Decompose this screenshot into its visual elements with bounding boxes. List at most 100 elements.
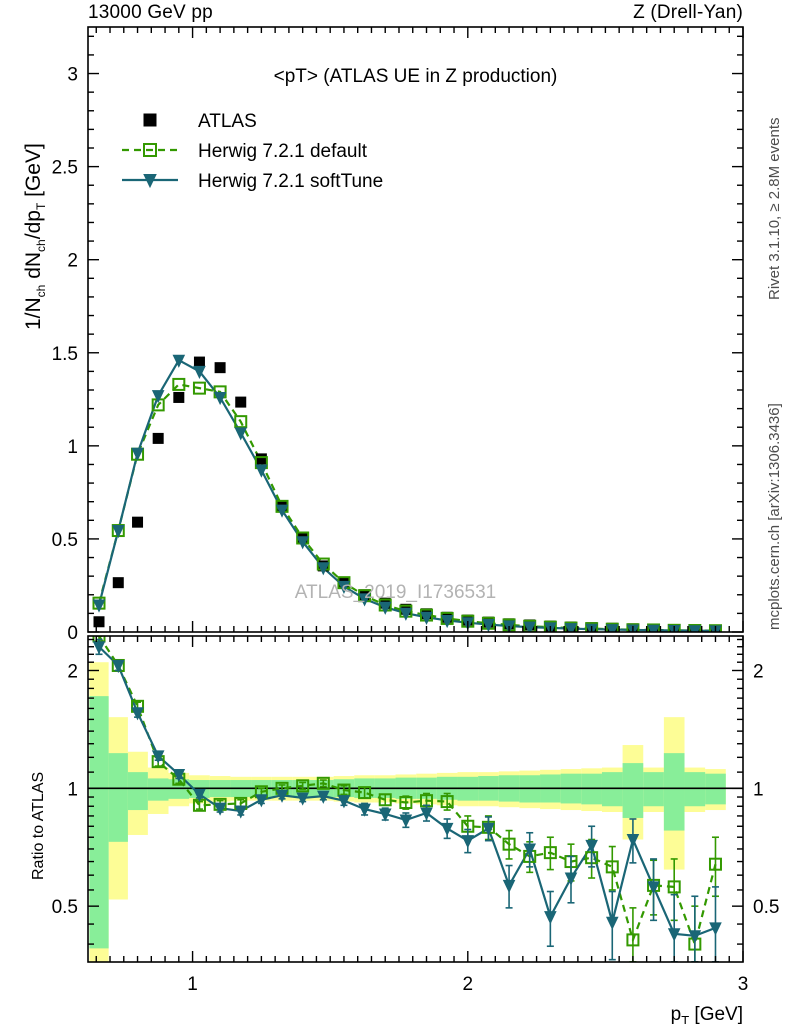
main-marker-herwig-7-2-1-softtune [440, 614, 454, 629]
main-marker-herwig-7-2-1-default [564, 621, 578, 632]
ratio-marker-herwig-7-2-1-softtune [378, 808, 392, 822]
main-marker-herwig-7-2-1-softtune [523, 621, 537, 632]
band-inner-segment [643, 772, 664, 807]
band-inner-segment [622, 763, 644, 818]
ratio-marker-herwig-7-2-1-softtune [585, 839, 598, 854]
band-inner-segment [147, 778, 169, 801]
main-marker-herwig-7-2-1-softtune [482, 619, 495, 632]
main-marker-herwig-7-2-1-softtune [172, 354, 186, 368]
ratio-marker-herwig-7-2-1-default [316, 776, 330, 790]
main-y-tick-label: 1 [67, 437, 78, 458]
ratio-marker-herwig-7-2-1-default [440, 795, 454, 809]
ratio-marker-herwig-7-2-1-softtune [296, 792, 309, 806]
legend-label-0: ATLAS [198, 111, 257, 132]
x-axis-label: pT [GeV] [671, 1004, 743, 1024]
main-marker-atlas [132, 516, 144, 528]
ratio-marker-herwig-7-2-1-softtune [213, 802, 227, 816]
main-marker-atlas [93, 616, 105, 628]
ratio-marker-herwig-7-2-1-default [378, 793, 392, 807]
main-marker-herwig-7-2-1-softtune [605, 624, 619, 632]
ratio-marker-herwig-7-2-1-softtune [420, 807, 433, 821]
legend-label-2: Herwig 7.2.1 softTune [198, 171, 383, 192]
ratio-marker-herwig-7-2-1-softtune [358, 803, 371, 817]
ratio-marker-herwig-7-2-1-softtune [172, 768, 186, 783]
x-axis-label-sub: T [681, 1013, 689, 1024]
main-marker-herwig-7-2-1-softtune [92, 599, 106, 613]
main-marker-herwig-7-2-1-softtune [213, 391, 227, 406]
ratio-y-tick-label-right: 2 [753, 661, 764, 682]
ratio-marker-herwig-7-2-1-softtune [667, 928, 681, 942]
legend-marker-1 [143, 143, 157, 157]
ratio-marker-herwig-7-2-1-softtune [399, 814, 413, 828]
ratio-marker-herwig-7-2-1-softtune [111, 659, 125, 674]
main-marker-atlas [112, 577, 124, 589]
main-marker-herwig-7-2-1-default [605, 622, 619, 632]
ratio-marker-herwig-7-2-1-softtune [275, 789, 289, 803]
main-marker-herwig-7-2-1-softtune [296, 536, 309, 550]
header-beam-label: 13000 GeV pp [88, 2, 213, 23]
main-marker-atlas [255, 453, 267, 465]
header-process-label: Z (Drell-Yan) [633, 2, 743, 23]
ratio-marker-herwig-7-2-1-default [543, 846, 557, 860]
ratio-marker-herwig-7-2-1-default [296, 779, 310, 793]
ratio-y-tick-label-left: 2 [67, 661, 78, 682]
ratio-marker-herwig-7-2-1-default [502, 837, 516, 851]
main-y-tick-label: 0 [67, 623, 78, 644]
x-tick-label: 1 [187, 974, 198, 995]
main-marker-herwig-7-2-1-softtune [317, 562, 330, 576]
ratio-marker-herwig-7-2-1-softtune [564, 872, 578, 886]
ratio-marker-herwig-7-2-1-softtune [255, 794, 268, 808]
main-marker-herwig-7-2-1-softtune [255, 464, 268, 478]
main-y-tick-label: 1.5 [52, 344, 78, 365]
ratio-marker-herwig-7-2-1-default [626, 933, 640, 947]
legend-marker-0 [143, 113, 157, 127]
band-inner-segment [684, 772, 706, 807]
main-marker-atlas [235, 396, 247, 408]
main-marker-herwig-7-2-1-softtune [193, 365, 206, 380]
ratio-marker-herwig-7-2-1-softtune [92, 641, 106, 655]
ratio-marker-herwig-7-2-1-softtune [193, 788, 206, 803]
legend-marker-2 [143, 174, 157, 189]
ratio-marker-herwig-7-2-1-softtune [317, 790, 330, 804]
ratio-y-tick-label-left: 0.5 [52, 897, 78, 918]
band-inner-segment [89, 696, 109, 949]
ratio-marker-herwig-7-2-1-default [358, 786, 372, 800]
ratio-y-tick-label-left: 1 [67, 779, 78, 800]
ratio-marker-herwig-7-2-1-softtune [234, 805, 248, 819]
ratio-marker-herwig-7-2-1-default [399, 796, 413, 810]
ratio-marker-herwig-7-2-1-softtune [337, 795, 351, 809]
main-marker-herwig-7-2-1-softtune [420, 611, 433, 625]
ratio-marker-herwig-7-2-1-softtune [523, 843, 537, 857]
main-marker-herwig-7-2-1-softtune [378, 601, 392, 615]
main-marker-herwig-7-2-1-softtune [399, 607, 413, 621]
main-marker-herwig-7-2-1-softtune [234, 427, 248, 441]
x-tick-label: 3 [738, 974, 749, 995]
band-inner-segment [663, 753, 685, 831]
main-marker-herwig-7-2-1-default [192, 381, 206, 395]
ratio-marker-herwig-7-2-1-softtune [482, 822, 495, 837]
main-marker-herwig-7-2-1-default [585, 622, 599, 632]
main-marker-herwig-7-2-1-softtune [111, 525, 125, 539]
band-inner-segment [127, 772, 148, 811]
main-marker-herwig-7-2-1-softtune [151, 390, 165, 404]
ratio-panel-series [88, 636, 743, 962]
ratio-marker-herwig-7-2-1-softtune [709, 922, 722, 936]
axis-ticks [88, 27, 744, 962]
main-panel-title: <pT> (ATLAS UE in Z production) [274, 66, 558, 87]
main-y-tick-label: 2.5 [52, 158, 78, 179]
main-marker-herwig-7-2-1-default [234, 415, 248, 429]
ratio-uncertainty-bands [89, 662, 726, 962]
main-marker-atlas [214, 362, 226, 374]
main-marker-herwig-7-2-1-default [688, 624, 702, 632]
main-marker-herwig-7-2-1-default [172, 377, 186, 391]
main-marker-atlas [193, 356, 205, 368]
x-axis-label-part: p [671, 1004, 682, 1024]
legend-label-1: Herwig 7.2.1 default [198, 141, 368, 162]
legend: ATLAS Herwig 7.2.1 default Herwig 7.2.1 so… [122, 111, 383, 192]
main-y-tick-label: 3 [67, 65, 78, 86]
main-marker-herwig-7-2-1-softtune [647, 624, 660, 632]
band-inner-segment [108, 753, 128, 842]
ratio-marker-herwig-7-2-1-softtune [461, 835, 475, 849]
ratio-marker-herwig-7-2-1-default [667, 880, 681, 894]
